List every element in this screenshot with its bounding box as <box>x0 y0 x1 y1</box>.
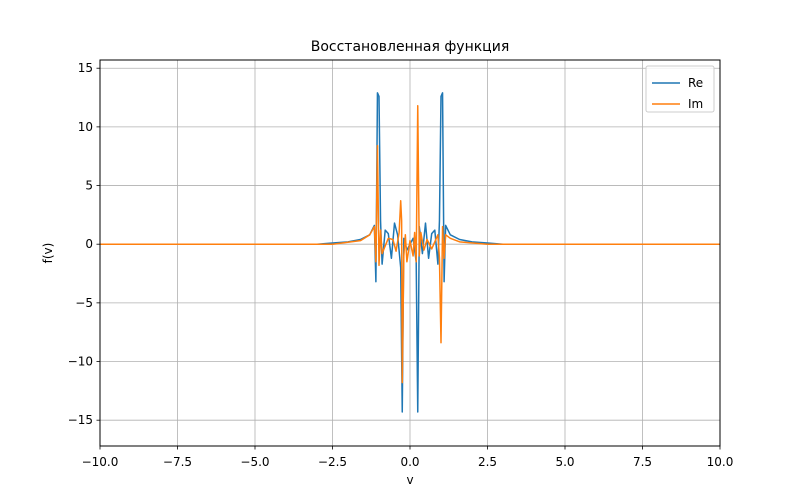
legend-label-re: Re <box>688 76 703 90</box>
x-axis-label: v <box>406 473 413 487</box>
y-tick-label: −15 <box>68 413 93 427</box>
y-tick-label: 5 <box>85 179 93 193</box>
y-tick-label: −5 <box>75 296 93 310</box>
x-tick-label: −7.5 <box>163 455 192 469</box>
y-tick-label: 10 <box>78 120 93 134</box>
series-lines <box>100 92 720 413</box>
legend-label-im: Im <box>688 97 703 111</box>
y-tick-label: −10 <box>68 355 93 369</box>
legend: Re Im <box>645 65 715 113</box>
chart-title: Восстановленная функция <box>311 39 510 55</box>
x-tick-label: 7.5 <box>633 455 652 469</box>
series-line-im <box>100 105 720 384</box>
x-tick-label: 5.0 <box>555 455 574 469</box>
x-tick-label: 0.0 <box>400 455 419 469</box>
y-axis-label: f(v) <box>41 243 55 264</box>
x-tick-label: −10.0 <box>82 455 119 469</box>
y-tick-label: 15 <box>78 61 93 75</box>
x-tick-label: 2.5 <box>478 455 497 469</box>
axis-ticks: −10.0 −7.5 −5.0 −2.5 0.0 2.5 5.0 7.5 10.0 −15 −10 −… <box>68 61 734 469</box>
legend-box <box>645 65 715 113</box>
x-tick-label: −2.5 <box>318 455 347 469</box>
y-tick-label: 0 <box>85 237 93 251</box>
grid <box>99 60 721 446</box>
x-tick-label: −5.0 <box>240 455 269 469</box>
x-tick-label: 10.0 <box>707 455 734 469</box>
